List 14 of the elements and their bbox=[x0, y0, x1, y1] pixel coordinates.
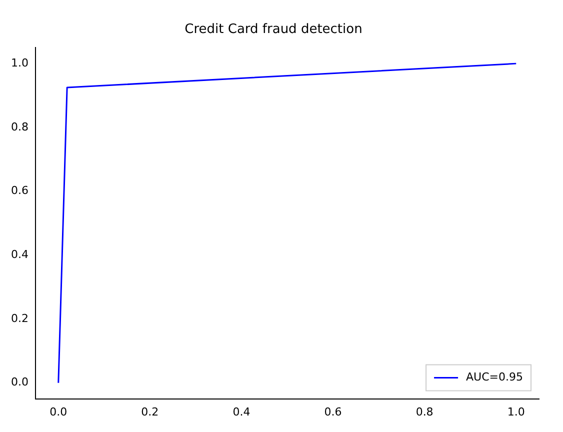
y-tick-label: 0.8 bbox=[10, 120, 28, 134]
y-tick-label: 0.6 bbox=[10, 184, 28, 198]
chart-title: Credit Card fraud detection bbox=[184, 22, 362, 38]
y-tick-label: 0.4 bbox=[10, 248, 28, 261]
x-tick-label: 0.8 bbox=[416, 405, 434, 418]
x-tick-label: 0.2 bbox=[141, 405, 159, 418]
x-tick-label: 0.0 bbox=[50, 405, 68, 418]
legend-label: AUC=0.95 bbox=[466, 370, 524, 384]
y-tick-label: 0.0 bbox=[10, 376, 28, 389]
x-tick-label: 0.6 bbox=[324, 405, 342, 418]
y-tick-label: 0.2 bbox=[10, 312, 28, 325]
x-tick-label: 1.0 bbox=[507, 405, 525, 418]
y-tick-label: 1.0 bbox=[10, 56, 28, 70]
x-tick-label: 0.4 bbox=[232, 405, 250, 418]
